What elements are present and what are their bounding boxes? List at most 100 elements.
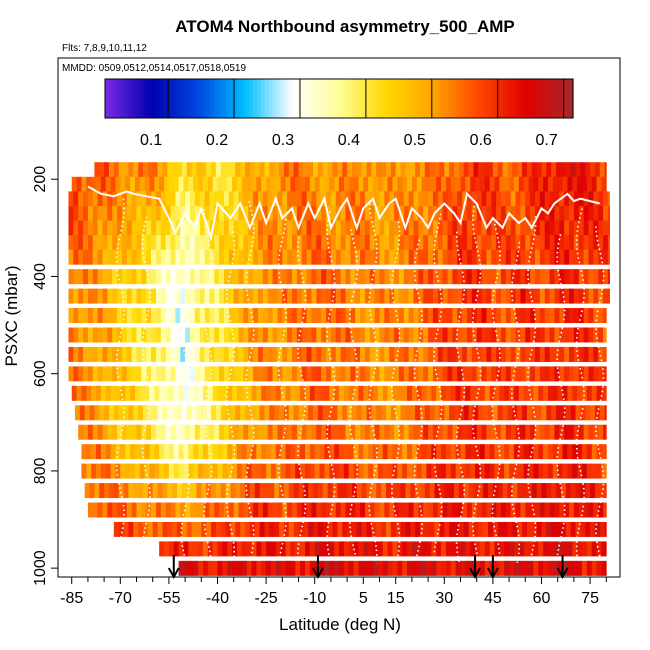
heatmap-cell: [510, 502, 516, 518]
heatmap-cell: [484, 463, 491, 479]
heatmap-cell: [488, 405, 494, 421]
heatmap-cell: [180, 191, 186, 207]
heatmap-cell: [81, 463, 87, 479]
heatmap-cell: [583, 327, 589, 343]
heatmap-cell: [97, 346, 103, 362]
heatmap-cell: [528, 176, 534, 192]
heatmap-cell: [83, 235, 89, 251]
colorbar-segment: [436, 79, 441, 118]
heatmap-cell: [243, 191, 249, 207]
heatmap-cell: [186, 405, 192, 421]
heatmap-cell: [523, 385, 529, 401]
heatmap-cell: [141, 366, 147, 382]
heatmap-cell: [374, 249, 380, 265]
heatmap-cell: [308, 405, 314, 421]
heatmap-cell: [334, 560, 340, 576]
heatmap-cell: [87, 366, 94, 382]
heatmap-cell: [78, 249, 84, 265]
heatmap-cell: [382, 385, 388, 401]
heatmap-cell: [398, 327, 405, 343]
heatmap-cell: [348, 385, 354, 401]
heatmap-cell: [238, 269, 244, 285]
heatmap-cell: [369, 220, 376, 236]
heatmap-cell: [296, 235, 303, 251]
heatmap-cell: [178, 541, 184, 557]
heatmap-cell: [189, 205, 196, 221]
heatmap-cell: [272, 288, 278, 304]
heatmap-cell: [170, 235, 176, 251]
heatmap-cell: [233, 269, 239, 285]
heatmap-cell: [223, 249, 230, 265]
heatmap-cell: [311, 308, 317, 324]
heatmap-cell: [350, 424, 356, 440]
heatmap-cell: [431, 560, 437, 576]
heatmap-cell: [466, 269, 473, 285]
heatmap-cell: [73, 249, 79, 265]
heatmap-cell: [78, 308, 84, 324]
heatmap-cell: [102, 327, 108, 343]
heatmap-cell: [300, 444, 306, 460]
heatmap-cell: [313, 521, 319, 537]
heatmap-cell: [177, 162, 183, 178]
heatmap-cell: [175, 205, 181, 221]
heatmap-cell: [300, 463, 306, 479]
colorbar-segment: [272, 79, 278, 118]
heatmap-cell: [505, 288, 512, 304]
heatmap-cell: [484, 385, 491, 401]
heatmap-cell: [439, 483, 445, 499]
heatmap-cell: [115, 444, 121, 460]
heatmap-cell: [219, 366, 225, 382]
heatmap-cell: [319, 541, 325, 557]
colorbar-segment: [222, 79, 227, 118]
heatmap-cell: [189, 346, 196, 362]
heatmap-cell: [256, 444, 262, 460]
heatmap-cell: [460, 541, 466, 557]
heatmap-cell: [335, 249, 342, 265]
heatmap-cell: [413, 424, 419, 440]
heatmap-cell: [296, 191, 303, 207]
heatmap-cell: [311, 191, 317, 207]
heatmap-cell: [437, 269, 444, 285]
heatmap-cell: [147, 483, 154, 499]
colorbar-segment: [124, 79, 129, 118]
heatmap-cell: [83, 424, 89, 440]
colorbar-segment: [448, 79, 453, 118]
heatmap-cell: [462, 366, 468, 382]
heatmap-cell: [306, 288, 312, 304]
heatmap-cell: [509, 463, 515, 479]
heatmap-cell: [364, 366, 371, 382]
heatmap-cell: [189, 288, 196, 304]
heatmap-cell: [117, 327, 123, 343]
heatmap-cell: [590, 405, 596, 421]
heatmap-cell: [309, 444, 316, 460]
heatmap-cell: [198, 176, 204, 192]
heatmap-cell: [535, 346, 541, 362]
heatmap-cell: [567, 541, 573, 557]
heatmap-cell: [403, 191, 410, 207]
heatmap-cell: [264, 483, 270, 499]
heatmap-cell: [366, 162, 372, 178]
heatmap-cell: [351, 405, 358, 421]
heatmap-cell: [403, 327, 410, 343]
dotted-profile: [297, 237, 307, 558]
heatmap-cell: [463, 405, 469, 421]
heatmap-cell: [387, 560, 393, 576]
heatmap-cell: [588, 205, 594, 221]
heatmap-cell: [513, 444, 520, 460]
colorbar-segment: [510, 79, 516, 118]
heatmap-cell: [471, 235, 478, 251]
heatmap-cell: [155, 205, 162, 221]
heatmap-cell: [447, 235, 453, 251]
colorbar-segment: [506, 79, 512, 118]
heatmap-cell: [518, 444, 525, 460]
heatmap-cell: [549, 502, 555, 518]
heatmap-cell: [214, 191, 220, 207]
heatmap-cell: [502, 162, 508, 178]
heatmap-cell: [515, 327, 521, 343]
heatmap-cell: [296, 366, 303, 382]
colorbar-segment: [339, 79, 344, 118]
heatmap-cell: [432, 502, 439, 518]
heatmap-cell: [253, 346, 259, 362]
heatmap-cell: [515, 424, 521, 440]
heatmap-cell: [339, 176, 345, 192]
